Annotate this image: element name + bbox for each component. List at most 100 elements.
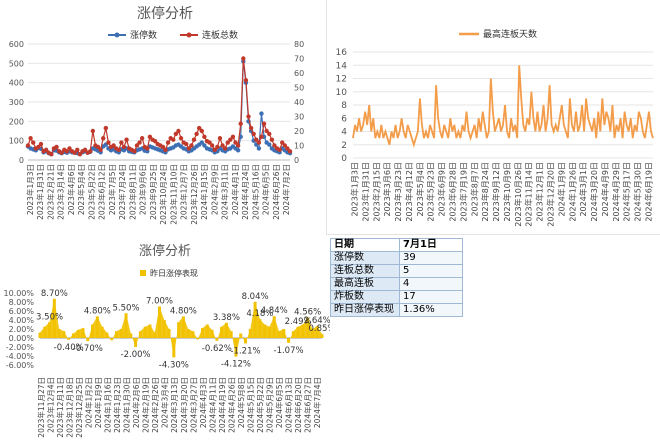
- bar: [71, 333, 75, 338]
- bar: [76, 329, 80, 338]
- bar: [201, 328, 205, 338]
- legend-marker: [186, 32, 192, 38]
- x-tick-label: 2024年3月13日: [169, 377, 179, 433]
- table-cell-key: 最高连板: [330, 277, 400, 291]
- series-point: [280, 140, 285, 145]
- series-point: [121, 144, 127, 150]
- series-point: [88, 149, 93, 154]
- y-tick-label: 2: [341, 141, 347, 151]
- table-header-row: 日期 7月1日: [330, 238, 463, 252]
- series-point: [238, 121, 243, 126]
- y-left-tick-label: 100: [9, 137, 24, 146]
- x-tick-label: 2024年6月5日: [261, 164, 271, 215]
- legend-label: 最高连板天数: [483, 28, 537, 40]
- series-point: [95, 144, 101, 150]
- y-tick-label: 8: [341, 101, 347, 111]
- bar: [138, 331, 142, 338]
- x-tick-label: 2023年11月27日: [36, 377, 46, 438]
- bar: [67, 338, 71, 340]
- y-tick-label: 0: [341, 154, 347, 164]
- series-point: [230, 134, 236, 139]
- y-right-tick-label: 70: [294, 55, 304, 64]
- y-right-tick-label: 30: [294, 113, 304, 122]
- series-point: [220, 143, 225, 148]
- series-point: [173, 131, 179, 137]
- x-tick-label: 2024年1月23日: [112, 377, 122, 433]
- bar: [186, 329, 190, 338]
- x-tick-label: 2023年5月22日: [86, 164, 96, 220]
- series-point: [163, 147, 168, 153]
- x-tick-label: 2024年6月19日: [644, 162, 654, 222]
- bar: [229, 331, 233, 338]
- table-row: 涨停数 39: [330, 251, 463, 265]
- series-area: [40, 298, 322, 358]
- series-point: [277, 147, 282, 153]
- summary-table: 日期 7月1日 涨停数 39 连板总数 5 最高连板 4 炸板数 17 昨日涨停…: [330, 238, 463, 317]
- x-tick-label: 2024年2月6日: [131, 377, 141, 428]
- bar: [272, 316, 276, 338]
- series-point: [103, 125, 109, 131]
- chart-max-consecutive-days: 最高连板天数 0 2 4 6 8 10 12 14 16 2023年1月3日 2023年1月31日 20…: [326, 0, 660, 235]
- x-tick-label: 2023年1月31日: [360, 162, 370, 222]
- bar: [220, 326, 224, 338]
- x-tick-label: 2024年1月2日: [84, 377, 94, 428]
- x-tick-label: 2023年9月12日: [491, 162, 501, 222]
- bar: [320, 334, 324, 338]
- y-left-tick-label: 0: [19, 156, 24, 165]
- data-label: 3.38%: [213, 313, 240, 323]
- legend-label: 涨停数: [130, 29, 157, 41]
- series-line: [352, 65, 654, 148]
- data-label: -0.70%: [73, 344, 103, 354]
- x-tick-label: 2024年1月16日: [103, 377, 113, 433]
- table-row: 炸板数 17: [330, 290, 463, 304]
- x-tick-label: 2023年12月11日: [55, 377, 65, 438]
- bar: [81, 328, 85, 338]
- x-tick-label: 2023年1月3日: [350, 162, 360, 217]
- series-point: [256, 140, 262, 145]
- x-tick-label: 2024年2月19日: [141, 377, 151, 433]
- data-label: 7.00%: [146, 297, 173, 307]
- table-cell-key: 炸板数: [330, 290, 400, 304]
- series-point: [191, 137, 197, 142]
- bar: [253, 301, 257, 338]
- bar: [296, 326, 300, 338]
- x-tick-label: 2024年3月1日: [578, 162, 588, 217]
- x-tick-label: 2023年8月7日: [469, 162, 479, 217]
- x-tick-label: 2024年1月9日: [93, 377, 103, 428]
- bar: [48, 322, 52, 338]
- x-tick-label: 2023年12月7日: [179, 164, 189, 220]
- x-tick-label: 2024年1月26日: [567, 162, 577, 222]
- series-point: [90, 128, 96, 134]
- x-tick-label: 2024年5月22日: [255, 377, 265, 433]
- bar: [105, 332, 109, 338]
- x-tick-label: 2023年4月6日: [66, 164, 76, 215]
- series-point: [261, 121, 267, 126]
- x-tick-label: 2023年6月28日: [448, 162, 458, 222]
- legend-marker: [114, 32, 120, 38]
- y-tick-label: 16: [336, 48, 348, 58]
- series-point: [287, 149, 293, 154]
- x-tick-label: 2024年5月17日: [622, 162, 632, 222]
- x-tick-label: 2023年12月1日: [535, 162, 545, 222]
- bar: [153, 332, 157, 338]
- bar: [291, 331, 295, 338]
- x-tick-label: 2023年12月26日: [189, 164, 199, 225]
- series-point: [259, 111, 264, 116]
- x-tick-label: 2023年7月5日: [107, 164, 117, 215]
- chart1-title: 涨停分析: [137, 5, 193, 22]
- series-point: [36, 144, 41, 150]
- series-point: [248, 125, 254, 131]
- series-point: [202, 134, 207, 139]
- x-tick-label: 2024年6月20日: [293, 377, 303, 433]
- y-right-tick-label: 60: [294, 69, 304, 78]
- series-point: [64, 149, 70, 154]
- x-tick-label: 2023年7月19日: [458, 162, 468, 222]
- table-cell-value: 39: [399, 251, 463, 265]
- x-tick-label: 2024年4月19日: [217, 377, 227, 433]
- bar: [143, 326, 147, 338]
- series-point: [259, 134, 264, 139]
- x-tick-label: 2023年12月25日: [74, 377, 84, 438]
- series-point: [145, 146, 150, 151]
- bar: [95, 316, 99, 338]
